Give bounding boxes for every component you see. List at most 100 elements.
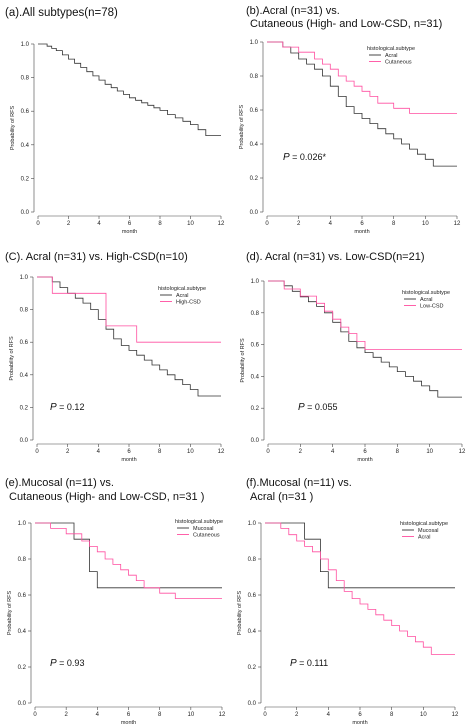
- y-axis-label: Probability of RFS: [237, 591, 243, 636]
- y-tick-label: 0.4: [18, 629, 27, 635]
- panel-title-line2: Acral (n=31 ): [250, 491, 313, 503]
- x-tick-label: 8: [392, 221, 396, 227]
- y-tick-label: 0.8: [21, 76, 30, 82]
- p-value-label: P = 0.93: [50, 658, 84, 669]
- legend-entry: Acral: [385, 53, 398, 59]
- x-tick-label: 0: [36, 221, 40, 227]
- y-tick-label: 0.6: [20, 340, 29, 346]
- x-tick-label: 6: [363, 449, 367, 455]
- x-axis-label: month: [121, 720, 136, 726]
- y-tick-label: 0.0: [251, 438, 260, 444]
- x-tick-label: 0: [263, 712, 267, 718]
- km-curve-all: [38, 43, 221, 136]
- y-axis-label: Probability of RFS: [239, 105, 245, 150]
- y-tick-label: 0.0: [248, 701, 257, 707]
- x-tick-label: 0: [266, 449, 270, 455]
- x-tick-label: 2: [295, 712, 299, 718]
- legend-entry: Cutaneous: [385, 60, 412, 66]
- legend-entry: Mucosal: [418, 528, 438, 534]
- x-tick-label: 0: [35, 449, 39, 455]
- km-curve-acral: [37, 276, 221, 397]
- y-tick-label: 0.8: [251, 311, 260, 317]
- y-tick-label: 0.8: [18, 557, 27, 563]
- x-tick-label: 6: [127, 712, 131, 718]
- y-tick-label: 0.2: [250, 176, 259, 182]
- y-axis-label: Probability of RFS: [9, 336, 15, 381]
- y-tick-label: 1.0: [18, 521, 27, 527]
- legend-entry: Acral: [420, 297, 433, 303]
- panel-title: (d). Acral (n=31) vs. Low-CSD(n=21): [246, 251, 425, 263]
- y-tick-label: 0.4: [251, 374, 260, 380]
- x-tick-label: 4: [97, 221, 101, 227]
- x-tick-label: 6: [360, 221, 364, 227]
- y-axis-label: Probability of RFS: [7, 591, 13, 636]
- x-tick-label: 10: [422, 221, 429, 227]
- legend-title: histological.subtype: [175, 519, 223, 525]
- y-tick-label: 1.0: [251, 279, 260, 285]
- x-tick-label: 2: [66, 449, 70, 455]
- x-tick-label: 2: [64, 712, 68, 718]
- x-tick-label: 12: [459, 449, 466, 455]
- y-tick-label: 0.0: [250, 210, 259, 216]
- panel-title: (a).All subtypes(n=78): [5, 7, 118, 19]
- legend-title: histological.subtype: [158, 286, 206, 292]
- km-curve-high-csd: [37, 276, 221, 343]
- legend-title: histological.subtype: [400, 521, 448, 527]
- p-value-label: P = 0.055: [298, 402, 337, 413]
- y-tick-label: 0.2: [20, 405, 29, 411]
- y-tick-label: 0.6: [251, 343, 260, 349]
- panel-title-line2: Cutaneous (High- and Low-CSD, n=31 ): [9, 491, 204, 503]
- x-tick-label: 12: [219, 712, 226, 718]
- y-tick-label: 0.2: [18, 665, 27, 671]
- panel-a: (a).All subtypes(n=78) 0.0 0.2 0.4 0.6 0.8 1.0…: [5, 7, 225, 235]
- x-tick-label: 10: [187, 712, 194, 718]
- y-tick-label: 0.6: [250, 108, 259, 114]
- x-tick-label: 4: [327, 712, 331, 718]
- y-axis-label: Probability of RFS: [10, 106, 16, 151]
- y-tick-label: 0.0: [20, 438, 29, 444]
- legend-entry: Low-CSD: [420, 304, 444, 310]
- x-tick-label: 2: [299, 449, 303, 455]
- x-tick-label: 2: [297, 221, 301, 227]
- km-curve-acral: [267, 41, 457, 167]
- y-tick-label: 0.6: [18, 593, 27, 599]
- p-value-label: P = 0.111: [290, 658, 328, 669]
- y-tick-label: 0.6: [21, 109, 30, 115]
- x-axis-label: month: [354, 229, 369, 235]
- y-tick-label: 0.4: [20, 373, 29, 379]
- y-tick-label: 0.0: [18, 701, 27, 707]
- x-tick-label: 8: [396, 449, 400, 455]
- panel-title-line2: Cutaneous (High- and Low-CSD, n=31): [250, 18, 442, 30]
- legend-entry: Acral: [418, 535, 431, 541]
- x-tick-label: 12: [454, 221, 461, 227]
- y-tick-label: 0.2: [251, 406, 260, 412]
- panel-d: (d). Acral (n=31) vs. Low-CSD(n=21) 0.0 0.…: [240, 251, 466, 463]
- x-tick-label: 4: [96, 712, 100, 718]
- x-tick-label: 0: [33, 712, 37, 718]
- x-tick-label: 8: [390, 712, 394, 718]
- km-curve-mucosal: [35, 522, 222, 589]
- y-tick-label: 0.8: [248, 557, 257, 563]
- x-tick-label: 6: [128, 221, 132, 227]
- x-tick-label: 8: [158, 449, 162, 455]
- km-curve-acral: [268, 280, 462, 398]
- panel-e: (e).Mucosal (n=11) vs. Cutaneous (High- a…: [5, 477, 226, 726]
- panel-title: (C). Acral (n=31) vs. High-CSD(n=10): [5, 251, 188, 263]
- km-curve-low-csd: [268, 280, 462, 350]
- p-value-label: P = 0.12: [50, 402, 84, 413]
- panel-title: (b).Acral (n=31) vs.: [246, 5, 340, 17]
- km-curve-mucosal: [265, 522, 455, 589]
- x-tick-label: 0: [265, 221, 269, 227]
- legend-entry: Mucosal: [193, 526, 213, 532]
- y-tick-label: 1.0: [21, 42, 30, 48]
- y-tick-label: 0.2: [248, 665, 257, 671]
- panel-title: (e).Mucosal (n=11) vs.: [5, 477, 114, 489]
- x-axis-label: month: [352, 720, 367, 726]
- y-tick-label: 1.0: [250, 40, 259, 46]
- y-tick-label: 0.6: [248, 593, 257, 599]
- legend-title: histological.subtype: [367, 46, 415, 52]
- x-tick-label: 4: [97, 449, 101, 455]
- panel-b: (b).Acral (n=31) vs.Cutaneous (High- and…: [239, 5, 461, 235]
- x-tick-label: 4: [331, 449, 335, 455]
